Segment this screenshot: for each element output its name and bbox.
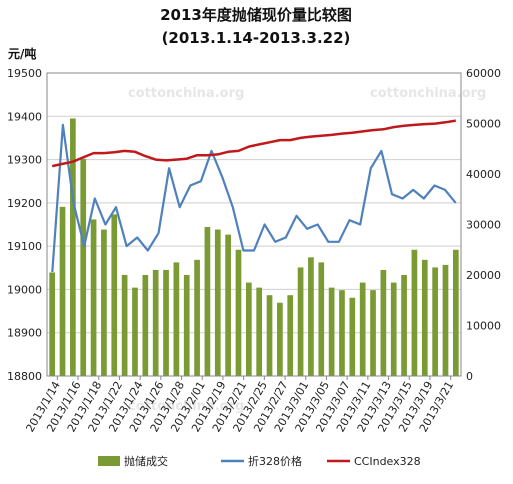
watermark-bottom-left: cottonchina.org (128, 399, 244, 414)
bar (266, 295, 273, 376)
y-axis-left: 18800 18900 19000 19100 19200 19300 19400 19500 (7, 67, 42, 383)
legend-label-bar: 抛储成交 (124, 454, 168, 468)
bar (421, 259, 428, 376)
bar-series (49, 118, 459, 376)
y-left-tick-label: 19100 (7, 240, 42, 253)
bar (183, 275, 190, 376)
y-left-tick-label: 19300 (7, 154, 42, 167)
y-right-tick-label: 40000 (466, 168, 501, 181)
bar (245, 282, 252, 376)
bar (277, 302, 283, 376)
bar (401, 275, 407, 376)
bar (359, 282, 366, 376)
watermark-top-left: cottonchina.org (128, 86, 244, 101)
line-series (51, 119, 457, 273)
bar (235, 249, 242, 376)
watermarks: cottonchina.org cottonchina.org cottonch… (128, 86, 486, 414)
y-right-tick-label: 60000 (466, 67, 501, 80)
bar (204, 227, 211, 376)
bar (173, 262, 180, 376)
y-right-tick-label: 20000 (466, 269, 501, 282)
bar (349, 297, 356, 376)
bar (256, 287, 263, 376)
bar (121, 275, 128, 376)
y-left-tick-label: 19200 (7, 197, 42, 210)
bar (90, 219, 97, 376)
watermark-top-right: cottonchina.org (370, 86, 486, 101)
bar (194, 259, 200, 376)
line-ccindex-328 (51, 119, 457, 168)
bar (49, 272, 56, 376)
bar (80, 158, 87, 376)
y-left-tick-label: 18800 (7, 370, 42, 383)
chart-title: 2013年度抛储现价量比较图 (160, 6, 352, 24)
y-right-tick-label: 0 (466, 370, 473, 383)
bar (132, 287, 138, 376)
y-axis-right: 0 10000 20000 30000 40000 50000 60000 (466, 67, 501, 383)
bar (432, 267, 438, 376)
bar (442, 264, 449, 376)
bar (452, 249, 459, 376)
legend-swatch-bar (98, 456, 120, 466)
y-left-tick-label: 19000 (7, 283, 42, 296)
legend-label-ccindex: CCIndex328 (354, 455, 421, 468)
bar (225, 234, 231, 376)
bar (390, 282, 397, 376)
bar (142, 275, 149, 376)
bar (328, 287, 335, 376)
y-right-tick-label: 10000 (466, 320, 501, 333)
bar (308, 257, 314, 376)
bar (163, 269, 169, 376)
bar (380, 269, 387, 376)
y-left-unit: 元/吨 (8, 46, 36, 61)
y-left-tick-label: 18900 (7, 327, 42, 340)
bar (287, 295, 294, 376)
y-left-tick-label: 19500 (7, 67, 42, 80)
bar (59, 206, 66, 376)
line-price-328 (51, 123, 457, 273)
y-right-tick-label: 30000 (466, 219, 501, 232)
bar (370, 290, 376, 376)
bar (70, 118, 76, 376)
bar (152, 269, 159, 376)
y-right-tick-label: 50000 (466, 118, 501, 131)
bar (411, 249, 418, 376)
legend: 抛储成交 折328价格 CCIndex328 (98, 454, 421, 468)
bar (318, 262, 325, 376)
plot-area (46, 72, 462, 377)
bar (111, 214, 118, 376)
bar (101, 229, 107, 376)
grid-lines (47, 115, 461, 334)
bar (214, 229, 221, 376)
bar (339, 290, 345, 376)
y-left-tick-label: 19400 (7, 110, 42, 123)
chart-subtitle: (2013.1.14-2013.3.22) (162, 29, 351, 47)
bar (297, 267, 304, 376)
legend-label-price: 折328价格 (248, 454, 302, 468)
